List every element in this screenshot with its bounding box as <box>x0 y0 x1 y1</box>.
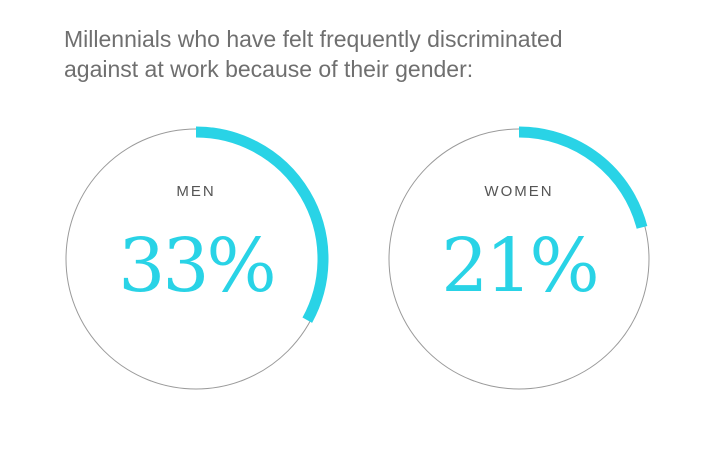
chart-title-line-2: against at work because of their gender: <box>64 56 474 82</box>
gauge-category-label-men: MEN <box>176 183 215 200</box>
gauge-women: WOMEN 21% <box>388 126 650 390</box>
gauge-arc-men <box>195 126 329 323</box>
chart-title-line-1: Millennials who have felt frequently dis… <box>64 26 563 52</box>
gauge-category-label-women: WOMEN <box>484 183 553 200</box>
gauge-arc-women <box>518 126 648 229</box>
gauge-value-label-women: 21% <box>441 223 596 309</box>
gauge-men: MEN 33% <box>65 126 329 390</box>
gauge-value-label-men: 33% <box>118 223 273 309</box>
chart-title: Millennials who have felt frequently dis… <box>64 24 664 84</box>
